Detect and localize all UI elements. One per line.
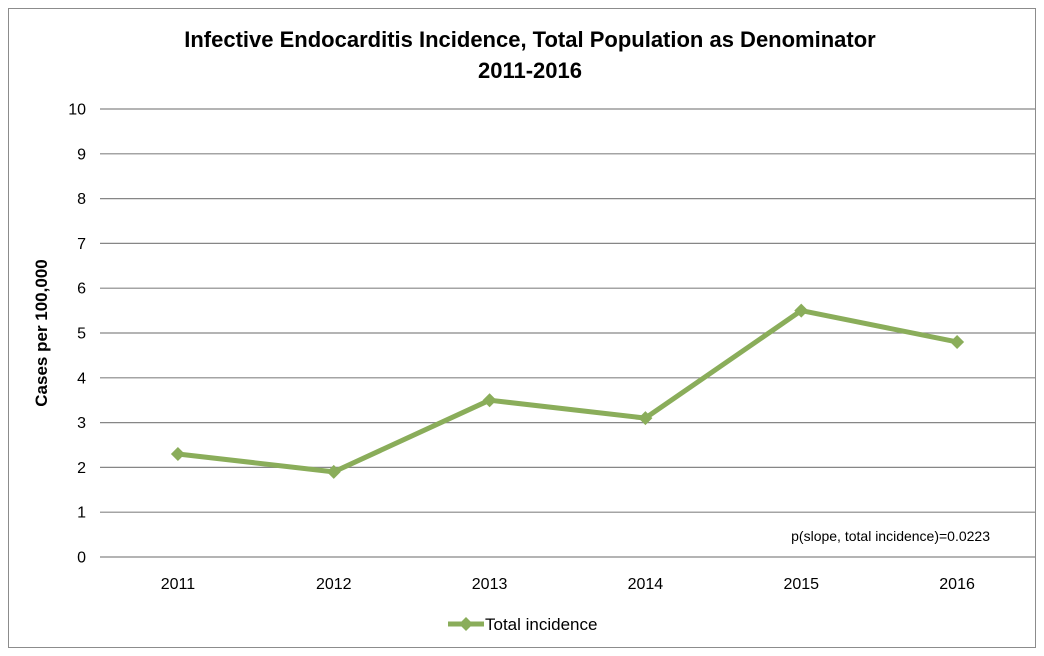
- x-tick-label-2011: 2011: [161, 576, 196, 593]
- y-tick-label-1: 1: [77, 505, 86, 522]
- slope-annotation: p(slope, total incidence)=0.0223: [791, 528, 990, 544]
- x-tick-label-2014: 2014: [628, 576, 664, 593]
- y-tick-label-8: 8: [77, 191, 86, 208]
- x-tick-label-2012: 2012: [316, 576, 352, 593]
- x-axis-tick-labels: 2011 2012 2013 2014 2015 2016: [161, 576, 975, 593]
- y-tick-label-2: 2: [77, 460, 86, 477]
- series-layer: [170, 303, 965, 479]
- y-tick-label-3: 3: [77, 415, 86, 432]
- data-point-2011: [170, 446, 185, 461]
- y-axis-tick-labels: 0 1 2 3 4 5 6 7 8 9 10: [68, 102, 86, 567]
- data-point-2014: [638, 411, 653, 426]
- legend-series-label: Total incidence: [485, 615, 597, 634]
- y-tick-label-10: 10: [68, 102, 86, 119]
- y-axis-title: Cases per 100,000: [32, 259, 51, 406]
- y-tick-label-6: 6: [77, 281, 86, 298]
- x-tick-label-2013: 2013: [472, 576, 508, 593]
- legend: Total incidence: [448, 615, 597, 634]
- y-tick-label-5: 5: [77, 326, 86, 343]
- chart-frame: [8, 8, 1036, 648]
- chart-subtitle: 2011-2016: [478, 58, 582, 83]
- legend-series-marker: [459, 617, 473, 631]
- y-tick-label-4: 4: [77, 370, 86, 387]
- chart-title: Infective Endocarditis Incidence, Total …: [184, 27, 876, 52]
- data-point-2012: [326, 464, 341, 479]
- gridlines: [100, 108, 1035, 558]
- x-tick-label-2016: 2016: [939, 576, 975, 593]
- series-line-0: [175, 308, 960, 475]
- y-tick-label-0: 0: [77, 550, 86, 567]
- data-point-2016: [950, 334, 965, 349]
- x-tick-label-2015: 2015: [783, 576, 819, 593]
- y-tick-label-7: 7: [77, 236, 86, 253]
- y-tick-label-9: 9: [77, 146, 86, 163]
- data-point-2013: [482, 393, 497, 408]
- data-point-2015: [794, 303, 809, 318]
